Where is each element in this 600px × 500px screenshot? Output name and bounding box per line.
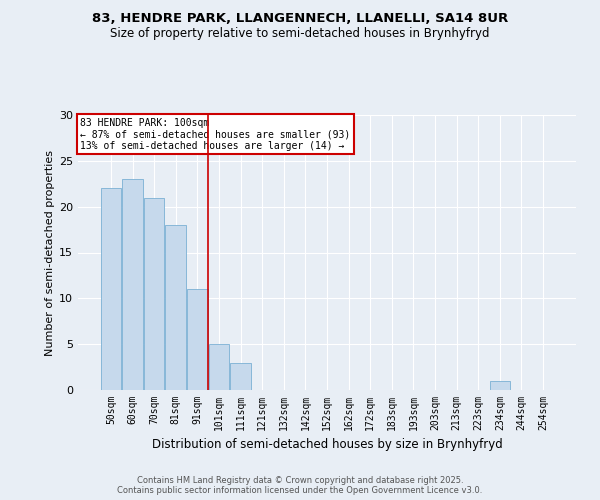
Bar: [166, 225, 186, 390]
Bar: [101, 188, 121, 390]
Text: Size of property relative to semi-detached houses in Brynhyfryd: Size of property relative to semi-detach…: [110, 28, 490, 40]
Bar: [144, 198, 164, 390]
Text: 83, HENDRE PARK, LLANGENNECH, LLANELLI, SA14 8UR: 83, HENDRE PARK, LLANGENNECH, LLANELLI, …: [92, 12, 508, 26]
Bar: [187, 289, 208, 390]
Y-axis label: Number of semi-detached properties: Number of semi-detached properties: [45, 150, 55, 356]
Text: Contains HM Land Registry data © Crown copyright and database right 2025.
Contai: Contains HM Land Registry data © Crown c…: [118, 476, 482, 495]
Bar: [490, 381, 510, 390]
Bar: [230, 362, 251, 390]
Bar: [209, 344, 229, 390]
X-axis label: Distribution of semi-detached houses by size in Brynhyfryd: Distribution of semi-detached houses by …: [152, 438, 502, 452]
Bar: [122, 179, 143, 390]
Text: 83 HENDRE PARK: 100sqm
← 87% of semi-detached houses are smaller (93)
13% of sem: 83 HENDRE PARK: 100sqm ← 87% of semi-det…: [80, 118, 351, 151]
